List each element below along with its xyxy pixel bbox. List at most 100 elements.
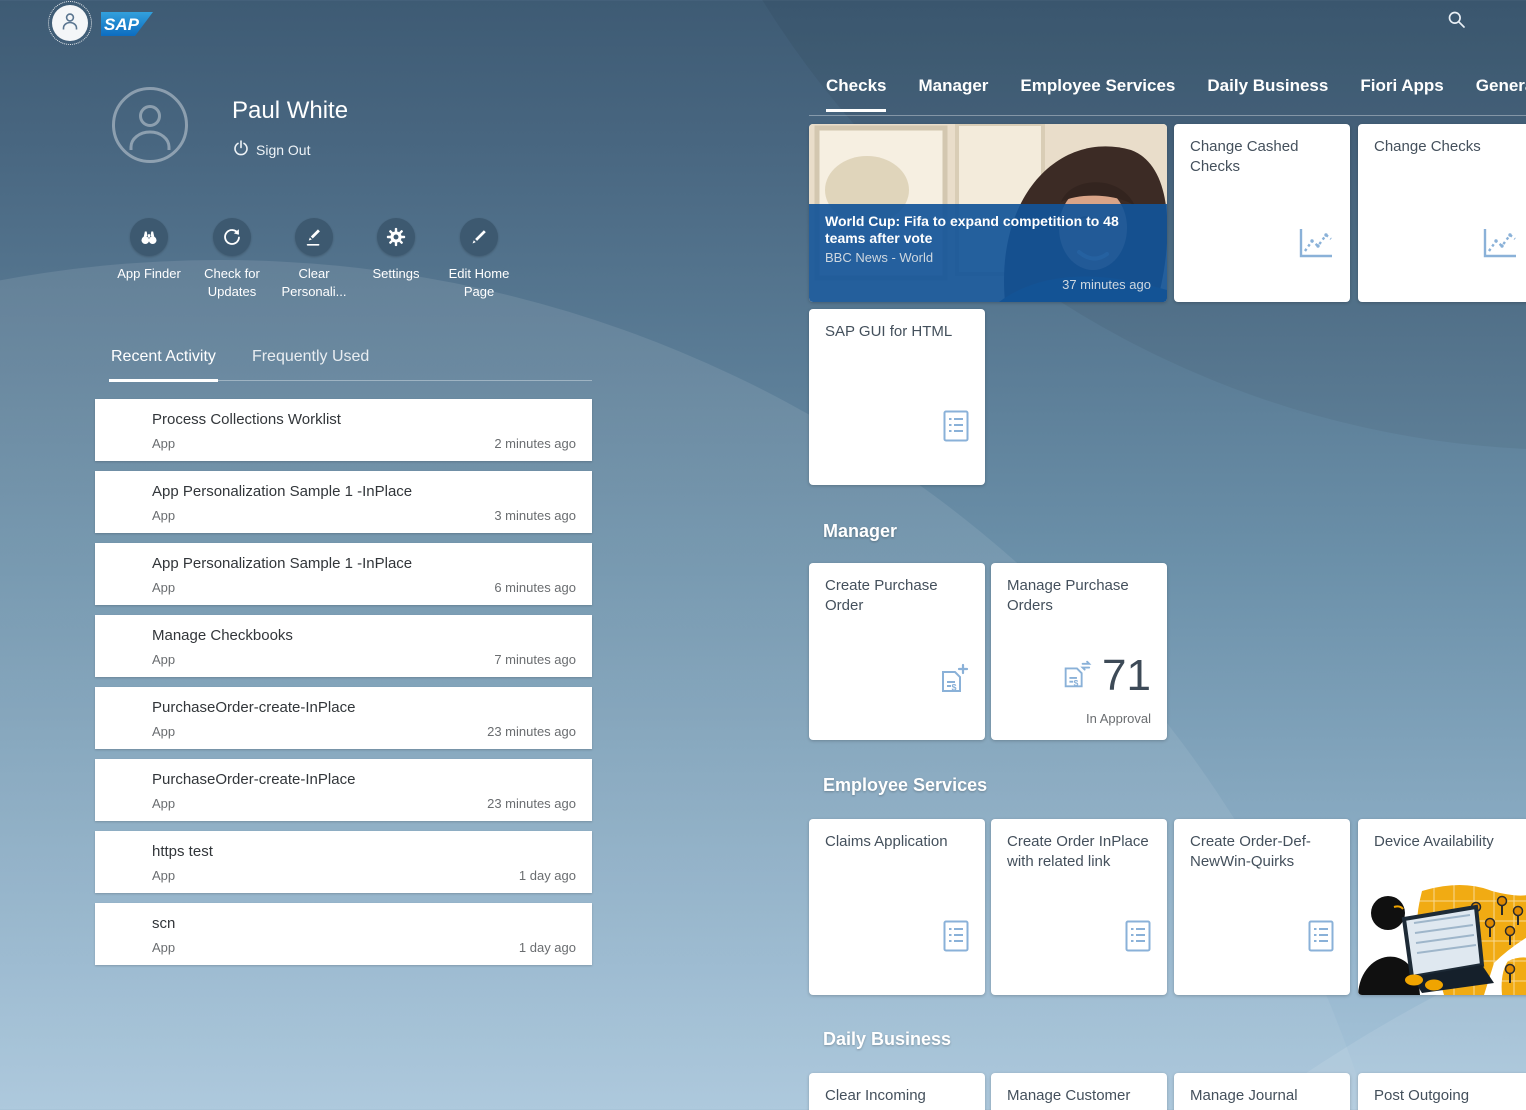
tile-title: Change Checks [1374, 138, 1481, 155]
tab-frequently-used[interactable]: Frequently Used [251, 348, 370, 365]
binoculars-icon [130, 218, 168, 256]
tab-daily-business[interactable]: Daily Business [1207, 76, 1329, 95]
form-icon [943, 920, 969, 957]
tile-manage-journal[interactable]: Manage Journal [1174, 1073, 1350, 1110]
line-chart-icon [1298, 227, 1334, 264]
action-label: Edit Home Page [448, 266, 510, 299]
item-type: App [152, 796, 176, 811]
tile-title: Claims Application [825, 833, 948, 850]
item-title: App Personalization Sample 1 -InPlace [152, 555, 413, 572]
list-item[interactable]: PurchaseOrder-create-InPlace App 23 minu… [95, 687, 592, 749]
form-icon [943, 410, 969, 447]
item-type: App [152, 868, 176, 883]
tile-create-order-inplace[interactable]: Create Order InPlace with related link [991, 819, 1167, 995]
tile-change-checks[interactable]: Change Checks [1358, 124, 1526, 302]
search-button[interactable] [1442, 8, 1470, 36]
tab-recent-activity[interactable]: Recent Activity [109, 348, 218, 382]
app-finder-button[interactable]: App Finder [108, 218, 190, 283]
tabs-divider [809, 115, 1526, 116]
svg-text:$: $ [1074, 678, 1079, 688]
item-type: App [152, 940, 176, 955]
refresh-icon [213, 218, 251, 256]
item-time: 3 minutes ago [494, 508, 576, 523]
tile-manage-customer[interactable]: Manage Customer [991, 1073, 1167, 1110]
list-item[interactable]: App Personalization Sample 1 -InPlace Ap… [95, 543, 592, 605]
create-document-icon: $ [935, 663, 969, 702]
tile-title: Clear Incoming [825, 1087, 926, 1104]
tab-checks[interactable]: Checks [826, 76, 886, 112]
settings-button[interactable]: Settings [355, 218, 437, 283]
tile-title: Create Order InPlace with related link [1007, 833, 1149, 870]
group-tabs: Checks Manager Employee Services Daily B… [826, 76, 1526, 112]
world-map-illustration [1358, 877, 1526, 995]
item-time: 23 minutes ago [487, 724, 576, 739]
tile-create-order-def-newwin-quirks[interactable]: Create Order-Def-NewWin-Quirks [1174, 819, 1350, 995]
section-header-employee-services: Employee Services [823, 775, 988, 795]
tile-change-cashed-checks[interactable]: Change Cashed Checks [1174, 124, 1350, 302]
list-item[interactable]: https test App 1 day ago [95, 831, 592, 893]
tab-manager[interactable]: Manager [918, 76, 989, 95]
item-time: 1 day ago [518, 868, 576, 883]
tab-general[interactable]: General [1475, 76, 1526, 95]
item-time: 23 minutes ago [487, 796, 576, 811]
tile-sap-gui-for-html[interactable]: SAP GUI for HTML [809, 309, 985, 485]
list-item[interactable]: Manage Checkbooks App 7 minutes ago [95, 615, 592, 677]
gear-icon [377, 218, 415, 256]
item-type: App [152, 580, 176, 595]
action-label: Clear Personali... [281, 266, 347, 299]
section-header-daily-business: Daily Business [823, 1029, 952, 1049]
action-label: Settings [372, 266, 420, 281]
kpi-label: In Approval [1085, 711, 1151, 726]
svg-text:$: $ [952, 683, 957, 693]
form-icon [1125, 920, 1151, 957]
news-time: 37 minutes ago [1062, 277, 1151, 292]
tile-title: SAP GUI for HTML [825, 323, 953, 340]
item-type: App [152, 508, 176, 523]
tile-title: Create Purchase Order [825, 577, 938, 614]
svg-text:SAP: SAP [104, 15, 140, 34]
sap-logo: SAP [101, 12, 153, 41]
form-icon [1308, 920, 1334, 957]
item-time: 2 minutes ago [494, 436, 576, 451]
list-item[interactable]: Process Collections Worklist App 2 minut… [95, 399, 592, 461]
kpi-number: 71 [1102, 651, 1151, 700]
tile-manage-purchase-orders[interactable]: Manage Purchase Orders $ 71 In Approval [991, 563, 1167, 740]
item-title: https test [152, 843, 213, 860]
tile-claims-application[interactable]: Claims Application [809, 819, 985, 995]
list-item[interactable]: scn App 1 day ago [95, 903, 592, 965]
edit-home-page-button[interactable]: Edit Home Page [438, 218, 520, 301]
clear-personalization-icon [295, 218, 333, 256]
tab-employee-services[interactable]: Employee Services [1020, 76, 1176, 95]
tile-clear-incoming[interactable]: Clear Incoming [809, 1073, 985, 1110]
tile-create-purchase-order[interactable]: Create Purchase Order $ [809, 563, 985, 740]
tile-title: Create Order-Def-NewWin-Quirks [1190, 833, 1311, 870]
profile-avatar [112, 87, 188, 163]
tile-device-availability[interactable]: Device Availability [1358, 819, 1526, 995]
tab-fiori-apps[interactable]: Fiori Apps [1360, 76, 1444, 95]
item-title: Process Collections Worklist [152, 411, 341, 428]
search-icon [1447, 10, 1466, 34]
tile-post-outgoing[interactable]: Post Outgoing [1358, 1073, 1526, 1110]
item-type: App [152, 724, 176, 739]
manage-document-icon: $ [1060, 659, 1092, 698]
tile-title: Device Availability [1374, 833, 1494, 850]
check-for-updates-button[interactable]: Check for Updates [191, 218, 273, 301]
item-type: App [152, 436, 176, 451]
item-time: 1 day ago [518, 940, 576, 955]
item-time: 6 minutes ago [494, 580, 576, 595]
sign-out-button[interactable]: Sign Out [233, 140, 310, 159]
clear-personalization-button[interactable]: Clear Personali... [273, 218, 355, 301]
item-time: 7 minutes ago [494, 652, 576, 667]
item-title: App Personalization Sample 1 -InPlace [152, 483, 413, 500]
item-type: App [152, 652, 176, 667]
news-overlay: World Cup: Fifa to expand competition to… [809, 204, 1167, 302]
tile-title: Change Cashed Checks [1190, 138, 1299, 175]
tile-title: Manage Purchase Orders [1007, 577, 1129, 614]
profile-name: Paul White [232, 97, 349, 124]
user-menu-button[interactable] [48, 1, 92, 45]
list-item[interactable]: PurchaseOrder-create-InPlace App 23 minu… [95, 759, 592, 821]
section-header-manager: Manager [823, 521, 898, 541]
news-tile[interactable]: World Cup: Fifa to expand competition to… [809, 124, 1167, 302]
item-title: Manage Checkbooks [152, 627, 293, 644]
list-item[interactable]: App Personalization Sample 1 -InPlace Ap… [95, 471, 592, 533]
